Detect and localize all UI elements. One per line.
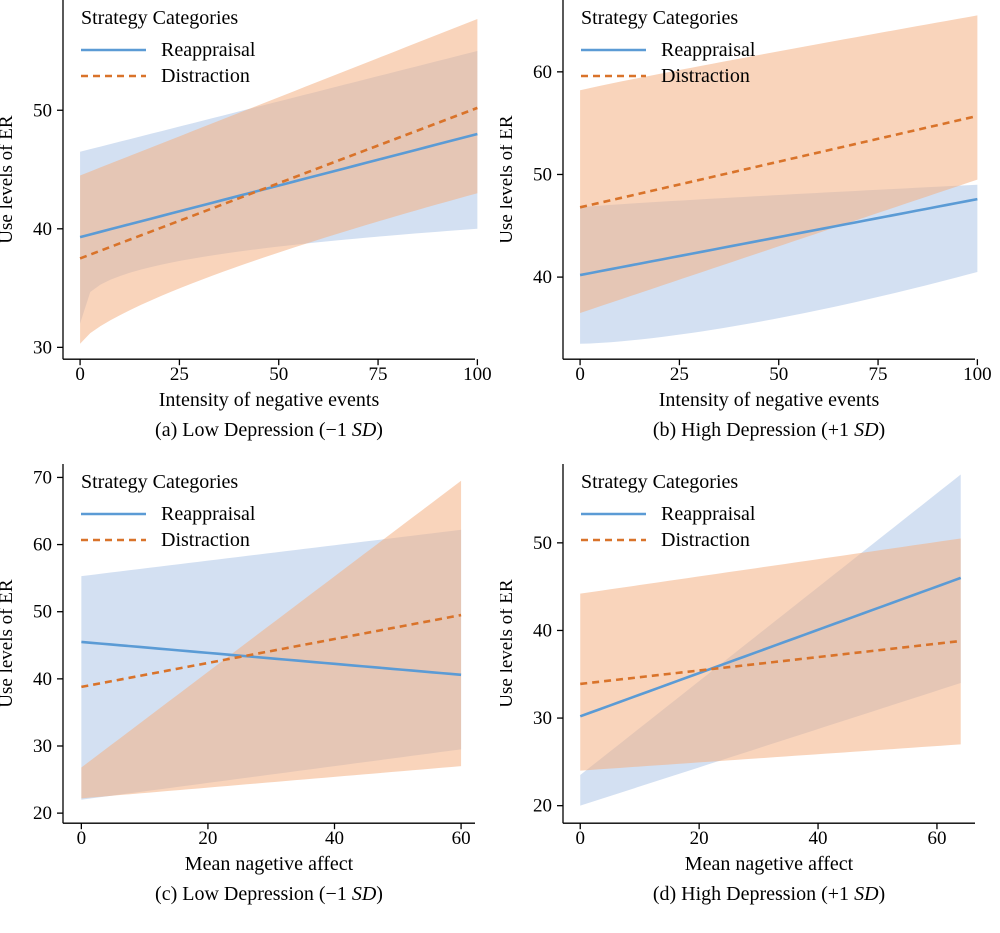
svg-text:60: 60 bbox=[452, 828, 471, 849]
svg-text:Reappraisal: Reappraisal bbox=[661, 503, 756, 525]
svg-text:60: 60 bbox=[33, 535, 52, 556]
svg-text:20: 20 bbox=[533, 796, 552, 817]
svg-text:100: 100 bbox=[963, 364, 992, 385]
svg-text:0: 0 bbox=[575, 364, 585, 385]
svg-text:Distraction: Distraction bbox=[661, 529, 750, 551]
svg-text:Strategy Categories: Strategy Categories bbox=[81, 7, 238, 29]
svg-text:Intensity of negative events: Intensity of negative events bbox=[659, 389, 880, 411]
svg-text:40: 40 bbox=[33, 669, 52, 690]
svg-text:20: 20 bbox=[690, 828, 709, 849]
svg-text:Strategy Categories: Strategy Categories bbox=[81, 471, 238, 493]
svg-text:70: 70 bbox=[33, 467, 52, 488]
svg-text:60: 60 bbox=[533, 62, 552, 83]
svg-text:50: 50 bbox=[533, 164, 552, 185]
svg-text:0: 0 bbox=[75, 364, 85, 385]
svg-text:25: 25 bbox=[170, 364, 189, 385]
svg-text:0: 0 bbox=[575, 828, 585, 849]
svg-text:Distraction: Distraction bbox=[161, 65, 250, 87]
svg-text:20: 20 bbox=[198, 828, 217, 849]
svg-text:Mean nagetive affect: Mean nagetive affect bbox=[185, 853, 354, 875]
svg-text:Use levels of ER: Use levels of ER bbox=[0, 115, 17, 244]
svg-text:(c) Low Depression (−1 SD): (c) Low Depression (−1 SD) bbox=[155, 883, 383, 905]
svg-text:(a) Low Depression (−1 SD): (a) Low Depression (−1 SD) bbox=[155, 419, 383, 441]
svg-text:50: 50 bbox=[33, 100, 52, 121]
svg-text:Use levels of ER: Use levels of ER bbox=[500, 579, 517, 708]
svg-text:75: 75 bbox=[869, 364, 888, 385]
svg-text:40: 40 bbox=[325, 828, 344, 849]
svg-text:30: 30 bbox=[533, 708, 552, 729]
svg-text:40: 40 bbox=[533, 267, 552, 288]
svg-text:(d) High Depression (+1 SD): (d) High Depression (+1 SD) bbox=[653, 883, 885, 905]
svg-text:Distraction: Distraction bbox=[161, 529, 250, 551]
svg-text:40: 40 bbox=[33, 219, 52, 240]
svg-text:50: 50 bbox=[769, 364, 788, 385]
svg-text:100: 100 bbox=[463, 364, 492, 385]
svg-text:Mean nagetive affect: Mean nagetive affect bbox=[685, 853, 854, 875]
svg-text:30: 30 bbox=[33, 736, 52, 757]
svg-text:50: 50 bbox=[533, 533, 552, 554]
svg-text:25: 25 bbox=[670, 364, 689, 385]
svg-text:60: 60 bbox=[927, 828, 946, 849]
svg-text:Use levels of ER: Use levels of ER bbox=[500, 115, 517, 244]
svg-text:Distraction: Distraction bbox=[661, 65, 750, 87]
svg-text:Strategy Categories: Strategy Categories bbox=[581, 7, 738, 29]
svg-text:Reappraisal: Reappraisal bbox=[161, 39, 256, 61]
svg-text:50: 50 bbox=[269, 364, 288, 385]
svg-text:Reappraisal: Reappraisal bbox=[661, 39, 756, 61]
svg-text:40: 40 bbox=[809, 828, 828, 849]
svg-text:Intensity of negative events: Intensity of negative events bbox=[159, 389, 380, 411]
svg-text:Reappraisal: Reappraisal bbox=[161, 503, 256, 525]
svg-text:Strategy Categories: Strategy Categories bbox=[581, 471, 738, 493]
svg-text:20: 20 bbox=[33, 803, 52, 824]
svg-text:30: 30 bbox=[33, 337, 52, 358]
svg-text:50: 50 bbox=[33, 602, 52, 623]
svg-text:(b) High Depression (+1 SD): (b) High Depression (+1 SD) bbox=[653, 419, 885, 441]
svg-text:75: 75 bbox=[369, 364, 388, 385]
svg-text:0: 0 bbox=[77, 828, 87, 849]
svg-text:Use levels of ER: Use levels of ER bbox=[0, 579, 17, 708]
svg-text:40: 40 bbox=[533, 620, 552, 641]
